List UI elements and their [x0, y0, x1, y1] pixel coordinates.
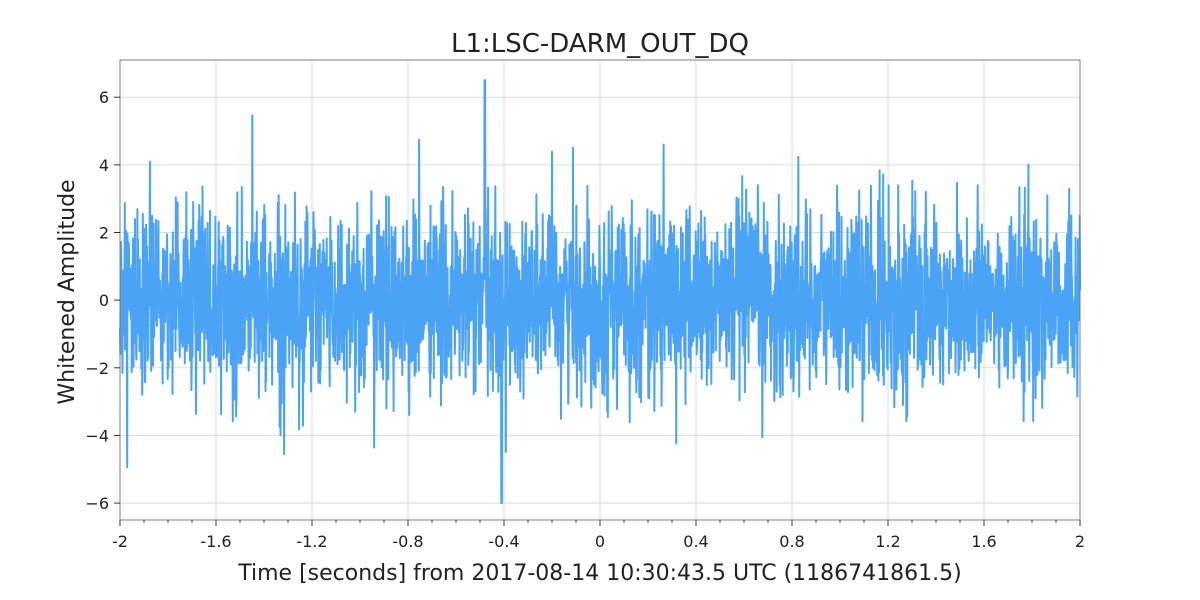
- x-tick-label: 2: [1075, 532, 1085, 551]
- y-tick-label: 6: [99, 88, 109, 107]
- y-tick-label: 2: [99, 224, 109, 243]
- x-tick-label: 0: [595, 532, 605, 551]
- chart-title: L1:LSC-DARM_OUT_DQ: [451, 29, 749, 59]
- y-axis-label: Whitened Amplitude: [55, 179, 80, 404]
- x-tick-label: -1.2: [296, 532, 327, 551]
- y-tick-label: −2: [85, 359, 109, 378]
- y-axis: −6 −4 −2 0 2 4 6: [85, 88, 120, 513]
- x-tick-label: -1.6: [200, 532, 231, 551]
- x-axis: -2 -1.6 -1.2 -0.8 -0.4 0 0.4 0.8 1.2 1.6 2: [112, 520, 1085, 551]
- x-tick-label: -2: [112, 532, 128, 551]
- y-tick-label: −4: [85, 426, 109, 445]
- x-tick-label: -0.8: [392, 532, 423, 551]
- x-axis-label: Time [seconds] from 2017-08-14 10:30:43.…: [237, 561, 961, 586]
- x-tick-label: 0.8: [779, 532, 804, 551]
- series-whitened-amplitude: [119, 79, 1081, 505]
- y-tick-label: −6: [85, 494, 109, 513]
- y-tick-label: 4: [99, 156, 109, 175]
- x-tick-label: -0.4: [488, 532, 519, 551]
- x-tick-label: 1.6: [971, 532, 996, 551]
- y-tick-label: 0: [99, 291, 109, 310]
- x-tick-label: 0.4: [683, 532, 708, 551]
- x-tick-label: 1.2: [875, 532, 900, 551]
- series-line: [119, 79, 1081, 505]
